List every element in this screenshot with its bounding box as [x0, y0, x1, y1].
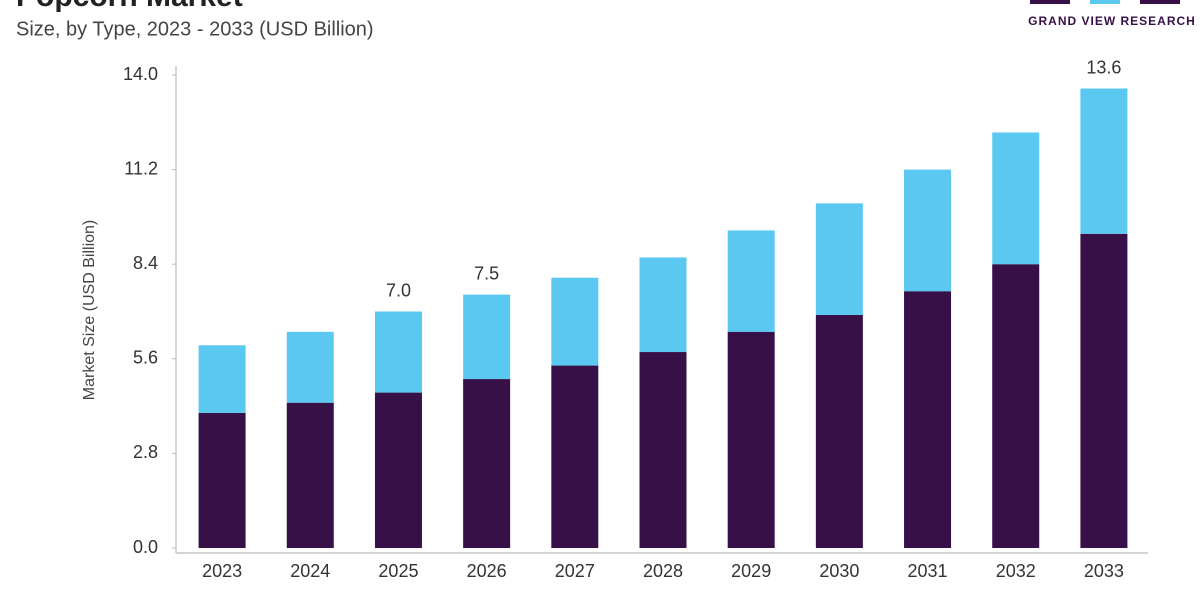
bar-segment [286, 331, 334, 403]
chart-title: Popcorn Market [16, 0, 243, 13]
y-tick-label: 8.4 [133, 253, 158, 273]
y-tick-label: 11.2 [124, 158, 158, 178]
bar-segment [551, 365, 599, 548]
x-tick-label: 2023 [202, 561, 242, 581]
bar-segment [992, 132, 1040, 265]
x-tick-label: 2031 [908, 561, 948, 581]
x-tick-label: 2030 [819, 561, 859, 581]
y-tick-label: 14.0 [123, 64, 158, 84]
logo-shape [1030, 0, 1070, 4]
bar-segment [374, 311, 422, 393]
bar-segment [727, 331, 775, 548]
bar-segment [727, 230, 775, 332]
bar-segment [286, 402, 334, 548]
total-label: 7.5 [474, 263, 499, 283]
y-axis-label: Market Size (USD Billion) [81, 220, 98, 400]
brand: GRAND VIEW RESEARCH [1028, 14, 1196, 28]
bar-segment [1080, 88, 1128, 234]
x-tick-label: 2026 [467, 561, 507, 581]
bar-segment [815, 203, 863, 315]
logo-shape [1140, 0, 1180, 4]
logo-shape [1090, 0, 1120, 4]
x-tick-label: 2033 [1084, 561, 1124, 581]
y-tick-label: 2.8 [133, 442, 158, 462]
bar-segment [904, 291, 952, 548]
total-label: 13.6 [1086, 57, 1121, 77]
y-tick-label: 5.6 [133, 348, 158, 368]
total-label: 7.0 [386, 280, 411, 300]
bar-segment [904, 169, 952, 292]
bar-segment [463, 379, 511, 548]
bar-segment [815, 314, 863, 548]
y-tick-label: 0.0 [133, 537, 158, 557]
bar-segment [463, 294, 511, 380]
x-tick-label: 2025 [378, 561, 418, 581]
bar-segment [198, 412, 246, 548]
bar-segment [639, 257, 687, 353]
x-tick-label: 2024 [290, 561, 330, 581]
x-tick-label: 2032 [996, 561, 1036, 581]
chart-subtitle: Size, by Type, 2023 - 2033 (USD Billion) [16, 18, 374, 40]
bar-segment [374, 392, 422, 548]
bar-segment [551, 277, 599, 366]
bar-segment [198, 345, 246, 413]
x-tick-label: 2029 [731, 561, 771, 581]
bar-segment [992, 264, 1040, 548]
bar-segment [1080, 233, 1128, 549]
bar-segment [639, 352, 687, 548]
x-tick-label: 2027 [555, 561, 595, 581]
x-tick-label: 2028 [643, 561, 683, 581]
